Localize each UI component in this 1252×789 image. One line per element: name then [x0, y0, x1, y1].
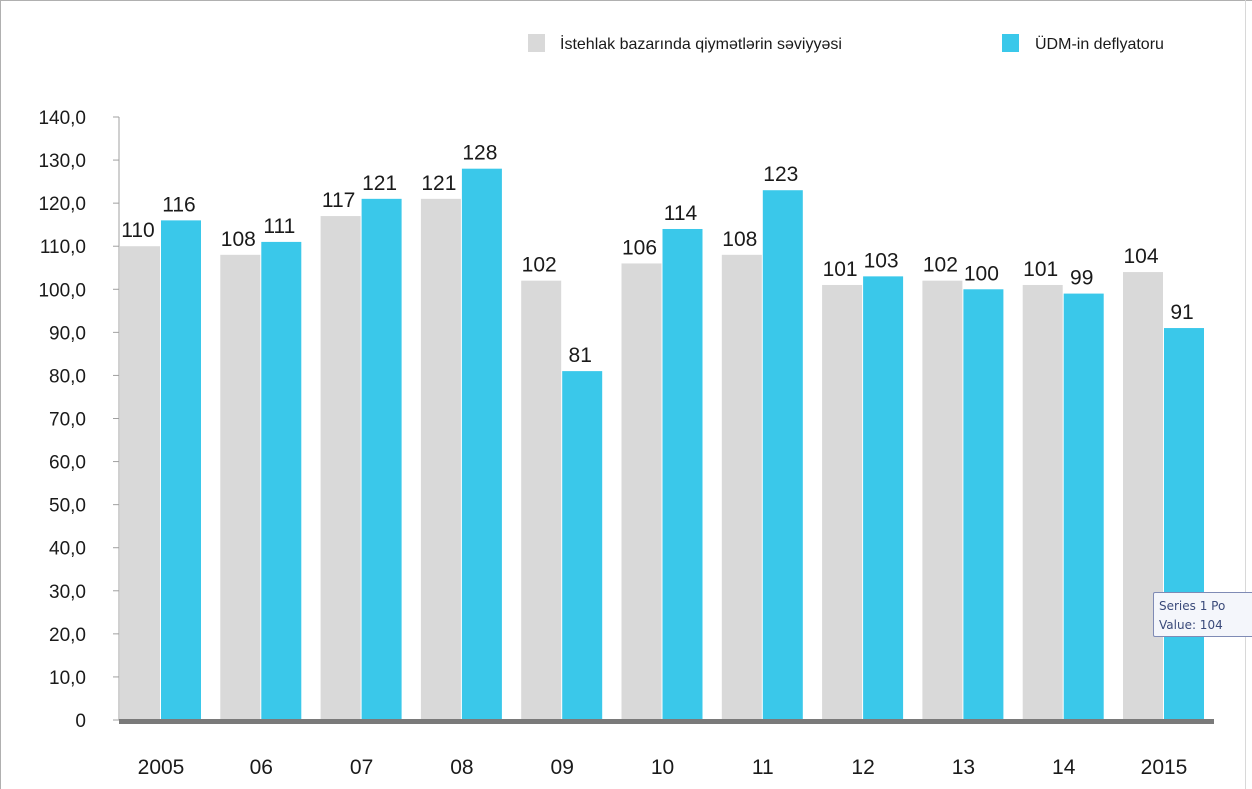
bar-deflyator [662, 228, 703, 720]
y-tick-label: 90,0 [49, 323, 86, 344]
tooltip-value-line: Value: 104 [1159, 618, 1223, 632]
y-tick-label: 20,0 [49, 625, 86, 646]
bar-data-label: 128 [462, 142, 497, 165]
y-tick-label: 0 [75, 711, 86, 732]
x-tick-label: 07 [350, 756, 373, 779]
y-tick-label: 110,0 [40, 237, 86, 258]
x-tick-label: 09 [551, 756, 574, 779]
bar-istehlak [420, 198, 461, 721]
bar-istehlak [1022, 284, 1063, 720]
y-tick-label: 100,0 [38, 280, 86, 301]
bar-istehlak [922, 280, 963, 720]
bar-deflyator [863, 276, 904, 720]
y-tick-label: 80,0 [49, 366, 86, 387]
legend-label-deflyator: ÜDM-in deflyatoru [1035, 35, 1164, 53]
bar-data-label: 121 [421, 172, 456, 195]
x-axis-line [119, 719, 1214, 724]
bar-data-label: 100 [964, 262, 999, 285]
y-tick-label: 10,0 [49, 668, 86, 689]
y-tick-label: 120,0 [38, 194, 86, 215]
bar-istehlak [1123, 272, 1163, 720]
bar-istehlak [120, 246, 160, 720]
y-tick-label: 60,0 [49, 453, 86, 474]
bar-data-label: 99 [1070, 267, 1093, 290]
bar-data-label: 106 [622, 236, 657, 259]
value-tooltip: Series 1 Po Value: 104 [1153, 592, 1252, 637]
bar-data-label: 121 [362, 172, 397, 195]
chart-frame-edge [1245, 0, 1246, 789]
x-tick-label: 10 [651, 756, 674, 779]
x-tick-label: 13 [952, 756, 975, 779]
bar-data-label: 116 [162, 193, 195, 216]
x-tick-label: 11 [752, 756, 774, 779]
bar-data-label: 108 [221, 228, 256, 251]
bar-data-label: 101 [823, 258, 858, 281]
bar-data-label: 114 [664, 202, 698, 225]
bar-data-label: 102 [923, 254, 958, 277]
bar-data-label: 104 [1123, 245, 1158, 268]
x-tick-label: 12 [851, 756, 874, 779]
bar-istehlak [320, 216, 361, 721]
y-tick-label: 50,0 [49, 496, 86, 517]
x-tick-label: 14 [1052, 756, 1076, 779]
x-tick-label: 06 [250, 756, 273, 779]
tooltip-series-line: Series 1 Po [1159, 599, 1226, 613]
bar-data-label: 117 [322, 189, 355, 212]
legend-swatch-deflyator [1002, 34, 1019, 52]
bar-data-label: 108 [722, 228, 757, 251]
bar-deflyator [1164, 328, 1204, 720]
bar-istehlak [822, 284, 863, 720]
legend-swatch-istehlak [528, 34, 545, 52]
bar-deflyator [963, 289, 1004, 720]
bar-data-label: 110 [121, 219, 154, 242]
y-tick-label: 70,0 [49, 410, 86, 431]
x-tick-label: 2015 [1141, 756, 1188, 779]
legend-label-istehlak: İstehlak bazarında qiymətlərin səviyyəsi [560, 34, 842, 53]
bar-data-label: 103 [864, 249, 899, 272]
bar-data-label: 111 [263, 215, 295, 238]
y-tick-label: 40,0 [49, 539, 86, 560]
y-tick-label: 30,0 [49, 582, 86, 603]
y-tick-label: 140,0 [38, 108, 86, 129]
bar-deflyator [562, 371, 603, 720]
bar-istehlak [220, 254, 261, 721]
bar-deflyator [261, 241, 302, 720]
bar-istehlak [721, 254, 762, 721]
bar-deflyator [161, 220, 201, 720]
bar-data-label: 102 [522, 254, 557, 277]
bar-data-label: 81 [569, 344, 592, 367]
bar-deflyator [1063, 293, 1104, 720]
bar-istehlak [521, 280, 562, 720]
x-tick-label: 08 [450, 756, 473, 779]
bar-deflyator [361, 198, 402, 721]
bar-istehlak [621, 263, 662, 720]
bar-deflyator [461, 168, 502, 720]
bar-data-label: 101 [1023, 258, 1058, 281]
bar-data-label: 91 [1170, 301, 1193, 324]
y-tick-label: 130,0 [38, 151, 86, 172]
bar-data-label: 123 [763, 163, 798, 186]
x-tick-label: 2005 [138, 756, 185, 779]
bar-deflyator [762, 190, 803, 720]
